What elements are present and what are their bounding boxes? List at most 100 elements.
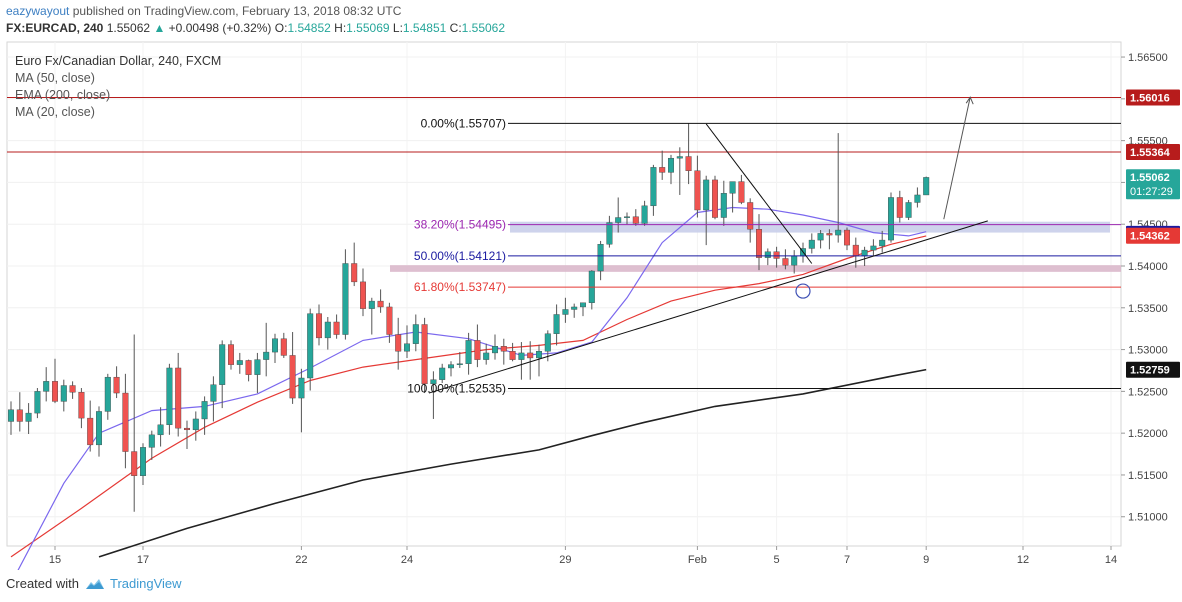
candle-body — [852, 244, 859, 257]
candle-body — [52, 381, 59, 402]
candle-body — [456, 363, 463, 365]
fib-label: 61.80%(1.53747) — [414, 280, 506, 294]
candle-body — [386, 306, 393, 335]
x-tick-label: 15 — [49, 554, 61, 566]
author-link[interactable]: eazywayout — [6, 4, 70, 18]
candle-body — [870, 245, 877, 251]
fib-levels: 0.00%(1.55707) 38.20%(1.54495) 50.00%(1.54… — [407, 116, 1121, 395]
legend-ema200: EMA (200, close) — [15, 88, 110, 102]
price-change: +0.00498 (+0.32%) — [168, 21, 272, 35]
candle-body — [78, 392, 85, 419]
candle-body — [43, 381, 50, 392]
x-tick-label: 9 — [923, 554, 929, 566]
candle-body — [139, 447, 146, 476]
candle-body — [280, 338, 287, 356]
candle-body — [412, 324, 419, 344]
x-tick-label: 7 — [844, 554, 850, 566]
candle-body — [562, 309, 569, 315]
target-arrow-line — [943, 97, 971, 220]
price-chart[interactable]: 0.00%(1.55707) 38.20%(1.54495) 50.00%(1.54… — [0, 0, 1182, 570]
arrow-head-icon — [965, 96, 974, 105]
price-badge-text: 1.56016 — [1130, 92, 1170, 104]
candle-body — [544, 333, 551, 352]
candle-body — [835, 229, 842, 236]
candle-body — [263, 351, 270, 360]
fib-label: 50.00%(1.54121) — [414, 249, 506, 263]
candle-body — [606, 222, 613, 245]
candle-body — [368, 300, 375, 309]
tradingview-link[interactable]: TradingView — [85, 576, 182, 591]
horizontal-levels — [7, 96, 1121, 153]
y-axis: 1.51000 1.51500 1.52000 1.52500 1.53000 1.535… — [1121, 52, 1168, 524]
countdown-text: 01:27:29 — [1130, 186, 1173, 198]
price-badge-text: 1.52759 — [1130, 365, 1170, 377]
candle-body — [60, 385, 67, 402]
candle-body — [527, 352, 534, 359]
price-badge — [1126, 89, 1180, 106]
y-tick-label: 1.51000 — [1128, 512, 1168, 524]
candle-body — [166, 367, 173, 426]
candle-body — [87, 417, 94, 446]
candle-body — [685, 156, 692, 171]
candle-body — [738, 181, 745, 203]
price-badge — [1126, 227, 1180, 244]
candle-body — [148, 434, 155, 448]
candle-body — [175, 367, 182, 429]
candle-body — [448, 364, 455, 369]
candle-body — [351, 263, 358, 283]
open-value: 1.54852 — [287, 21, 331, 35]
change-arrow-icon: ▲ — [153, 21, 166, 35]
fib-label: 100.00%(1.52535) — [407, 381, 506, 395]
x-tick-label: 24 — [401, 554, 413, 566]
fib-label: 38.20%(1.54495) — [414, 218, 506, 232]
candle-body — [492, 346, 499, 354]
low-label: L: — [392, 21, 403, 35]
plot-area[interactable] — [6, 41, 1122, 547]
publish-info: eazywayout published on TradingView.com,… — [6, 4, 401, 18]
candles — [7, 123, 930, 512]
candle-body — [808, 239, 815, 249]
candle-body — [615, 217, 622, 223]
candle-body — [210, 384, 217, 402]
x-tick-label: 5 — [774, 554, 780, 566]
candle-body — [122, 392, 129, 452]
moving-average-line — [17, 206, 927, 570]
candle-body — [764, 251, 771, 258]
candle-body — [659, 167, 666, 173]
legend-title: Euro Fx/Canadian Dollar, 240, FXCM — [15, 54, 221, 68]
candle-body — [923, 177, 930, 196]
candle-body — [694, 170, 701, 211]
candle-body — [25, 412, 32, 422]
candle-body — [509, 351, 516, 360]
candle-body — [404, 343, 411, 352]
price-badge — [1126, 361, 1180, 378]
chart-legend: Euro Fx/Canadian Dollar, 240, FXCM MA (5… — [15, 54, 221, 119]
candle-body — [712, 179, 719, 218]
candle-body — [914, 194, 921, 203]
x-tick-label: 17 — [137, 554, 149, 566]
candle-body — [729, 181, 736, 194]
candle-body — [192, 418, 199, 431]
candle-body — [421, 324, 428, 385]
y-tick-label: 1.54000 — [1128, 261, 1168, 273]
candle-body — [747, 202, 754, 230]
high-label: H: — [334, 21, 347, 35]
zones — [390, 221, 1121, 272]
candle-body — [650, 167, 657, 207]
candle-body — [430, 379, 437, 385]
zone-band — [390, 265, 1121, 272]
candle-body — [183, 427, 190, 431]
candle-body — [826, 233, 833, 236]
y-tick-label: 1.53500 — [1128, 303, 1168, 315]
candle-body — [377, 300, 384, 308]
candle-body — [465, 340, 472, 364]
symbol-label: FX:EURCAD, 240 — [6, 21, 104, 35]
marker-circle — [795, 283, 811, 299]
x-tick-label: 14 — [1105, 554, 1117, 566]
close-label: C: — [449, 21, 462, 35]
y-tick-label: 1.56500 — [1128, 52, 1168, 64]
candle-body — [227, 344, 234, 365]
candle-body — [791, 255, 798, 266]
published-text: published on TradingView.com, February 1… — [72, 4, 402, 18]
candle-body — [324, 321, 331, 339]
